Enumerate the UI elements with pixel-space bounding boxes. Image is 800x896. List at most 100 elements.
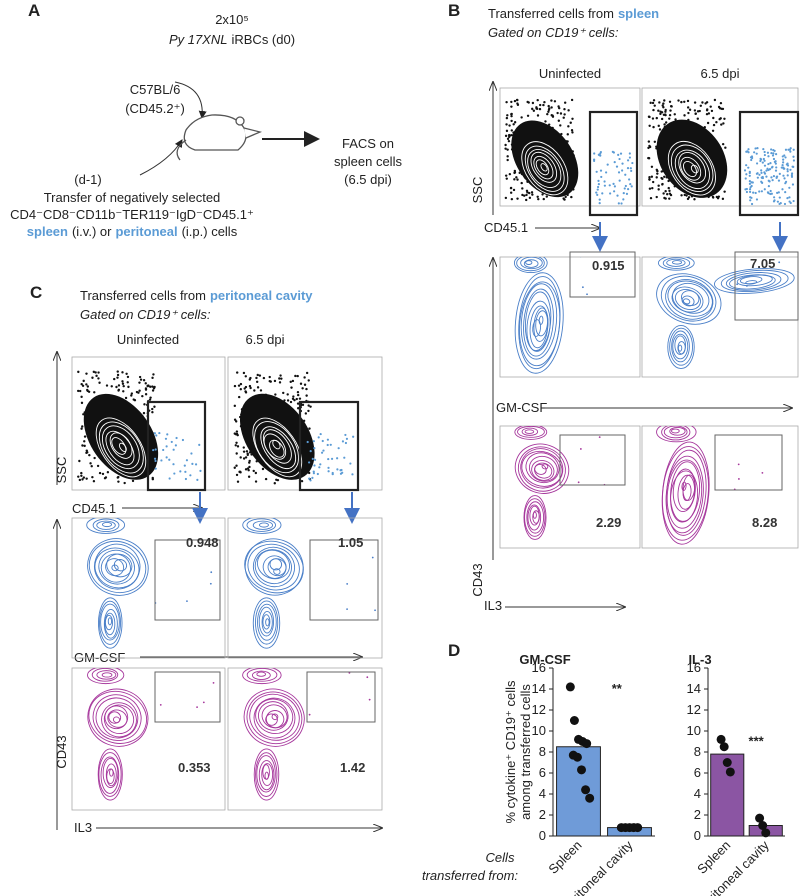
bar — [710, 753, 745, 837]
event — [85, 449, 88, 452]
event — [510, 114, 513, 118]
y-axis-label: % cytokine⁺ CD19⁺ cells — [503, 680, 518, 824]
contour — [258, 760, 275, 791]
event — [368, 698, 371, 701]
event — [344, 441, 348, 445]
event — [668, 113, 672, 117]
event — [273, 379, 277, 383]
event — [778, 196, 781, 199]
panel-label: D — [448, 641, 460, 660]
annotation: *** — [749, 733, 765, 748]
contour — [249, 693, 300, 741]
panel-title: Transferred cells from spleen — [488, 6, 659, 21]
event — [544, 120, 547, 123]
event — [326, 438, 329, 441]
event — [655, 116, 658, 120]
contour — [258, 522, 269, 528]
contour — [525, 452, 560, 484]
event — [311, 476, 314, 479]
contour — [527, 149, 562, 188]
event — [649, 196, 653, 200]
event — [88, 453, 91, 457]
contour — [667, 280, 713, 317]
event — [542, 103, 545, 107]
contour — [669, 426, 686, 436]
event — [547, 104, 550, 108]
gate — [154, 539, 221, 621]
data-point — [582, 739, 592, 749]
contour — [92, 694, 142, 741]
contour — [257, 603, 277, 641]
event — [162, 448, 165, 452]
contour — [96, 520, 116, 530]
contour — [521, 427, 539, 436]
event — [748, 171, 751, 175]
event — [300, 479, 304, 483]
event — [536, 114, 540, 117]
event — [280, 377, 283, 380]
event — [175, 436, 178, 440]
data-point — [725, 767, 735, 777]
contour — [88, 690, 147, 744]
event — [570, 98, 574, 102]
event — [308, 427, 311, 430]
event — [184, 470, 187, 473]
event — [151, 411, 154, 414]
event — [750, 202, 754, 206]
event — [653, 140, 657, 143]
event — [255, 376, 258, 380]
y-tick-label: 12 — [532, 702, 546, 717]
mouse-marker: (CD45.2⁺) — [125, 101, 185, 116]
event — [755, 198, 759, 201]
axis-label: CD43 — [470, 563, 485, 596]
event — [686, 99, 690, 103]
contour — [524, 429, 535, 434]
event — [506, 137, 510, 141]
y-axis-label: among transferred cells — [518, 684, 533, 820]
event — [507, 133, 511, 137]
event — [772, 157, 776, 161]
event — [704, 102, 707, 105]
column-header: 6.5 dpi — [245, 332, 284, 347]
contour — [97, 748, 123, 801]
event — [774, 169, 778, 172]
event — [295, 397, 298, 401]
event — [756, 176, 759, 179]
event — [558, 106, 561, 110]
event — [788, 200, 791, 203]
event — [346, 608, 348, 611]
event — [781, 164, 784, 167]
contour — [273, 568, 281, 575]
contour — [88, 540, 147, 594]
event — [736, 283, 739, 286]
event — [542, 197, 545, 201]
event — [566, 133, 569, 136]
event — [755, 152, 758, 155]
event — [686, 106, 690, 109]
event — [706, 121, 710, 125]
event — [173, 472, 176, 475]
event — [760, 190, 763, 193]
event — [523, 194, 526, 197]
event — [705, 109, 709, 112]
axis-label: IL3 — [74, 820, 92, 835]
event — [528, 196, 532, 200]
event — [667, 186, 670, 190]
contour — [528, 455, 558, 482]
event — [631, 161, 634, 165]
event — [720, 123, 723, 126]
event — [621, 169, 624, 172]
event — [366, 676, 369, 679]
event — [508, 172, 512, 176]
event — [510, 129, 513, 132]
event — [660, 117, 664, 121]
contour — [671, 428, 680, 434]
contours — [87, 668, 215, 801]
contour — [255, 698, 294, 734]
event — [761, 161, 764, 164]
event — [165, 456, 168, 459]
event — [233, 384, 237, 388]
route-peritoneal: peritoneal — [115, 224, 177, 239]
contour — [541, 463, 549, 470]
event — [598, 202, 601, 205]
